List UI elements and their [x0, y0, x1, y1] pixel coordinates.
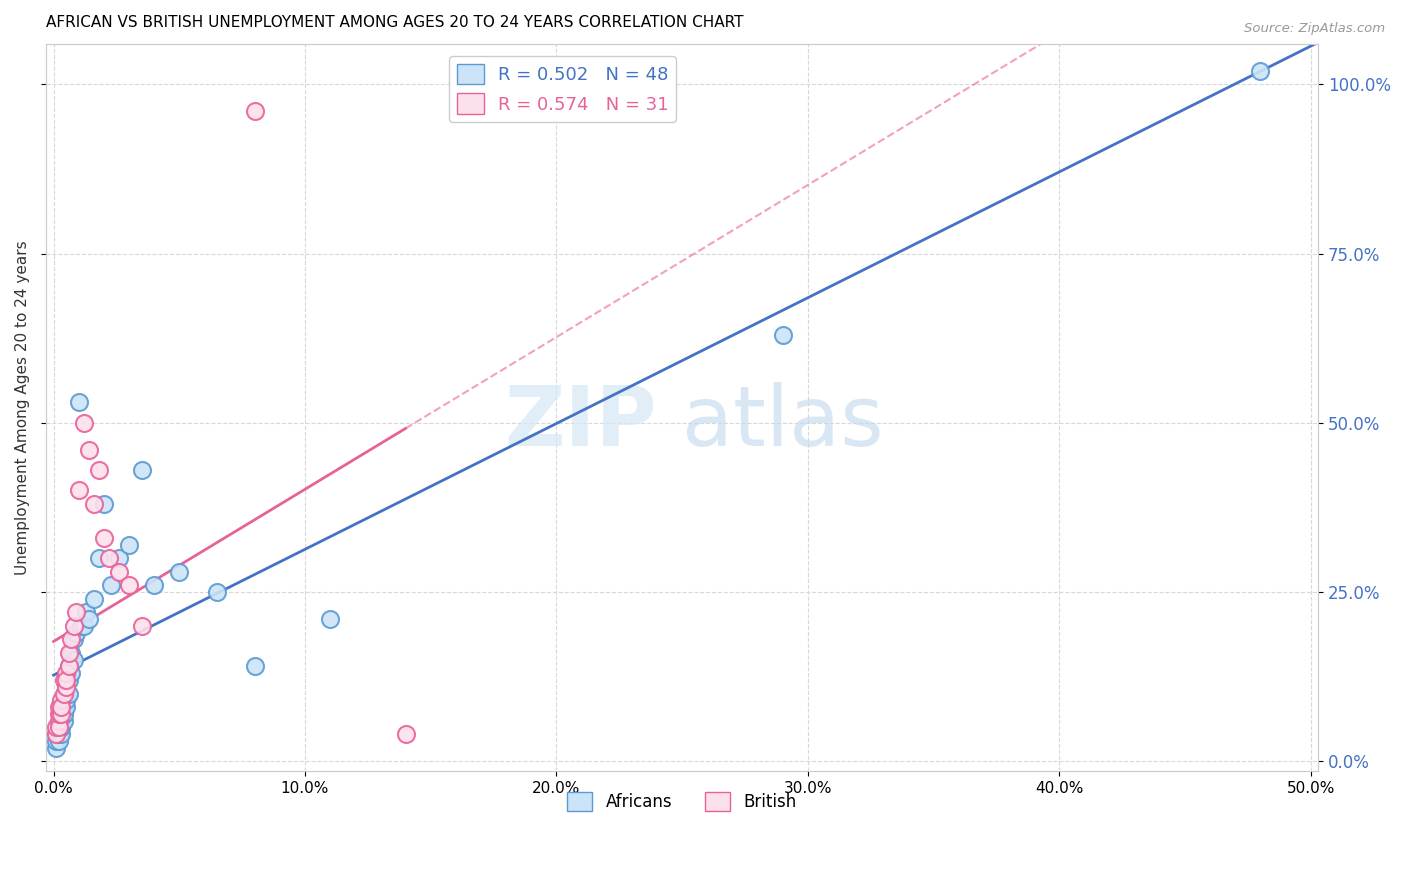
- Point: [55, 673, 77, 687]
- Point: [65, 625, 87, 640]
- Point: [58, 646, 80, 660]
- Point: [49, 720, 72, 734]
- Point: [93, 497, 115, 511]
- Point: [75, 605, 97, 619]
- Point: [49, 714, 72, 728]
- Point: [48, 720, 70, 734]
- Point: [131, 619, 153, 633]
- Point: [58, 687, 80, 701]
- Point: [45, 727, 67, 741]
- Point: [52, 673, 75, 687]
- Point: [77, 442, 100, 457]
- Point: [49, 727, 72, 741]
- Point: [48, 706, 70, 721]
- Point: [55, 680, 77, 694]
- Point: [73, 619, 96, 633]
- Point: [772, 327, 794, 342]
- Legend: Africans, British: Africans, British: [561, 785, 804, 818]
- Point: [48, 727, 70, 741]
- Point: [108, 565, 131, 579]
- Point: [52, 700, 75, 714]
- Point: [118, 578, 141, 592]
- Point: [49, 706, 72, 721]
- Point: [100, 578, 122, 592]
- Point: [55, 693, 77, 707]
- Text: AFRICAN VS BRITISH UNEMPLOYMENT AMONG AGES 20 TO 24 YEARS CORRELATION CHART: AFRICAN VS BRITISH UNEMPLOYMENT AMONG AG…: [46, 15, 744, 30]
- Point: [83, 591, 105, 606]
- Point: [167, 565, 190, 579]
- Text: ZIP: ZIP: [505, 382, 657, 463]
- Point: [45, 727, 67, 741]
- Point: [45, 720, 67, 734]
- Point: [93, 531, 115, 545]
- Point: [70, 619, 93, 633]
- Point: [49, 720, 72, 734]
- Point: [205, 585, 228, 599]
- Point: [319, 612, 342, 626]
- Point: [62, 619, 84, 633]
- Point: [83, 497, 105, 511]
- Point: [87, 551, 110, 566]
- Point: [55, 687, 77, 701]
- Point: [73, 416, 96, 430]
- Point: [60, 666, 83, 681]
- Point: [48, 720, 70, 734]
- Point: [108, 551, 131, 566]
- Point: [97, 551, 120, 566]
- Point: [131, 463, 153, 477]
- Point: [48, 720, 70, 734]
- Point: [394, 727, 416, 741]
- Point: [48, 700, 70, 714]
- Point: [67, 395, 90, 409]
- Point: [48, 714, 70, 728]
- Y-axis label: Unemployment Among Ages 20 to 24 years: Unemployment Among Ages 20 to 24 years: [15, 240, 30, 574]
- Point: [62, 632, 84, 647]
- Point: [52, 706, 75, 721]
- Point: [1249, 63, 1271, 78]
- Point: [45, 734, 67, 748]
- Point: [49, 700, 72, 714]
- Point: [58, 673, 80, 687]
- Point: [60, 632, 83, 647]
- Point: [49, 693, 72, 707]
- Point: [58, 659, 80, 673]
- Point: [49, 706, 72, 721]
- Point: [60, 646, 83, 660]
- Point: [48, 734, 70, 748]
- Point: [118, 538, 141, 552]
- Point: [52, 714, 75, 728]
- Text: Source: ZipAtlas.com: Source: ZipAtlas.com: [1244, 22, 1385, 36]
- Text: atlas: atlas: [682, 382, 884, 463]
- Point: [243, 104, 266, 119]
- Point: [52, 693, 75, 707]
- Point: [77, 612, 100, 626]
- Point: [58, 659, 80, 673]
- Point: [143, 578, 166, 592]
- Point: [45, 740, 67, 755]
- Point: [52, 706, 75, 721]
- Point: [65, 605, 87, 619]
- Point: [55, 700, 77, 714]
- Point: [55, 680, 77, 694]
- Point: [55, 666, 77, 681]
- Point: [243, 659, 266, 673]
- Point: [62, 653, 84, 667]
- Point: [87, 463, 110, 477]
- Point: [67, 483, 90, 498]
- Point: [52, 687, 75, 701]
